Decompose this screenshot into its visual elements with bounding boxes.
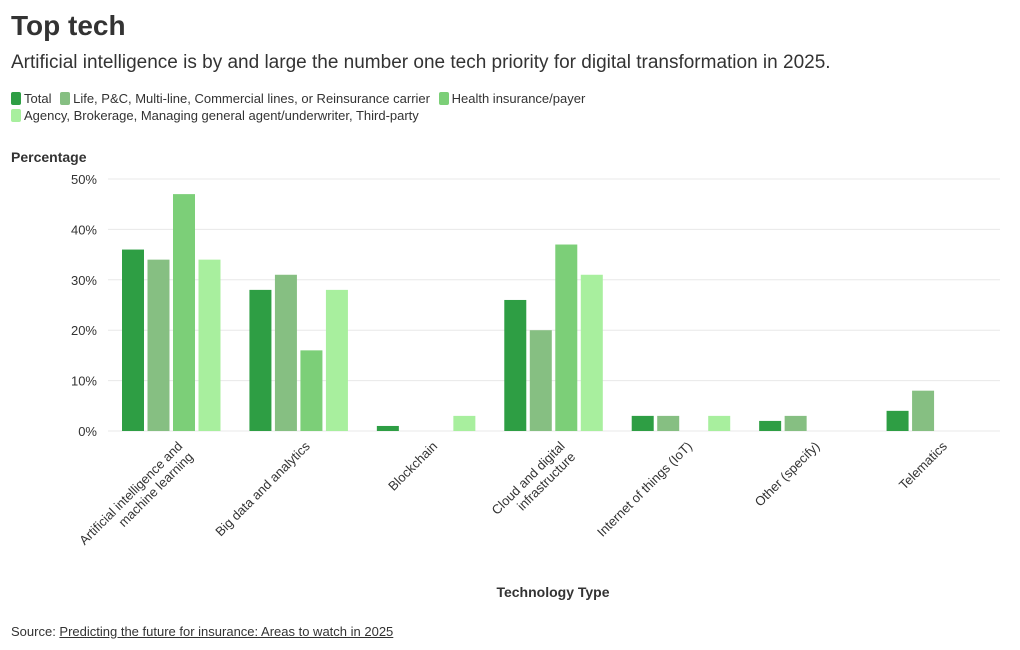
x-tick-label: Big data and analytics xyxy=(212,438,313,539)
x-axis-ticks: Artificial intelligence andmachine learn… xyxy=(76,438,950,559)
bar[interactable] xyxy=(249,289,272,431)
bar[interactable] xyxy=(147,259,170,431)
source-prefix: Source: xyxy=(11,624,60,639)
chart-subtitle: Artificial intelligence is by and large … xyxy=(11,52,831,73)
source-link[interactable]: Predicting the future for insurance: Are… xyxy=(59,624,394,639)
bar[interactable] xyxy=(504,299,527,431)
bar[interactable] xyxy=(886,410,909,431)
y-tick-label: 30% xyxy=(71,273,97,288)
bar[interactable] xyxy=(555,244,578,431)
bar-chart: Percentage 0% 10% 20% 30% 40% 50% Artificial … xyxy=(11,149,1000,600)
y-tick-label: 10% xyxy=(71,374,97,389)
legend-swatch xyxy=(438,92,449,105)
bar[interactable] xyxy=(325,289,348,431)
x-tick-label: Artificial intelligence andmachine learn… xyxy=(76,439,196,559)
bar[interactable] xyxy=(529,330,552,431)
y-tick-label: 50% xyxy=(71,172,97,187)
x-tick-label: Other (specify) xyxy=(752,439,823,510)
legend-item-carrier[interactable]: Life, P&C, Multi-line, Commercial lines,… xyxy=(60,90,430,107)
legend-label: Agency, Brokerage, Managing general agen… xyxy=(24,108,419,123)
bar[interactable] xyxy=(580,274,603,431)
legend-label: Total xyxy=(24,91,52,106)
bar[interactable] xyxy=(173,194,195,431)
bar[interactable] xyxy=(631,415,654,431)
y-tick-label: 0% xyxy=(78,424,97,439)
bar[interactable] xyxy=(657,415,680,431)
legend-label: Health insurance/payer xyxy=(451,91,586,106)
source-note: Source: Predicting the future for insura… xyxy=(11,624,393,639)
bar[interactable] xyxy=(274,274,297,431)
legend-item-agency[interactable]: Agency, Brokerage, Managing general agen… xyxy=(11,107,419,124)
x-tick-label: Telematics xyxy=(896,438,950,492)
x-tick-label: Blockchain xyxy=(385,439,440,494)
x-axis-label: Technology Type xyxy=(496,584,609,600)
legend-label: Life, P&C, Multi-line, Commercial lines,… xyxy=(73,91,430,106)
x-tick-label: Cloud and digitalinfrastructure xyxy=(489,438,579,528)
legend-swatch xyxy=(11,109,21,122)
bar[interactable] xyxy=(376,425,399,431)
legend-item-health[interactable]: Health insurance/payer xyxy=(438,90,586,107)
bar[interactable] xyxy=(122,249,144,431)
y-tick-label: 20% xyxy=(71,323,97,338)
bar[interactable] xyxy=(708,415,731,431)
y-tick-label: 40% xyxy=(71,222,97,237)
bar[interactable] xyxy=(198,259,221,431)
legend: Total Life, P&C, Multi-line, Commercial … xyxy=(11,90,711,124)
bar[interactable] xyxy=(453,415,476,431)
bar[interactable] xyxy=(300,350,323,431)
bar[interactable] xyxy=(759,420,782,431)
x-tick-label: Internet of things (IoT) xyxy=(594,439,695,540)
bar[interactable] xyxy=(912,390,935,431)
y-axis-ticks: 0% 10% 20% 30% 40% 50% xyxy=(71,172,97,439)
gridlines xyxy=(108,178,1000,432)
legend-swatch xyxy=(60,92,71,105)
legend-swatch xyxy=(11,92,21,105)
chart-title: Top tech xyxy=(11,10,126,41)
y-axis-label: Percentage xyxy=(11,149,87,165)
legend-item-total[interactable]: Total xyxy=(11,90,51,107)
bars xyxy=(122,194,935,431)
bar[interactable] xyxy=(784,415,807,431)
